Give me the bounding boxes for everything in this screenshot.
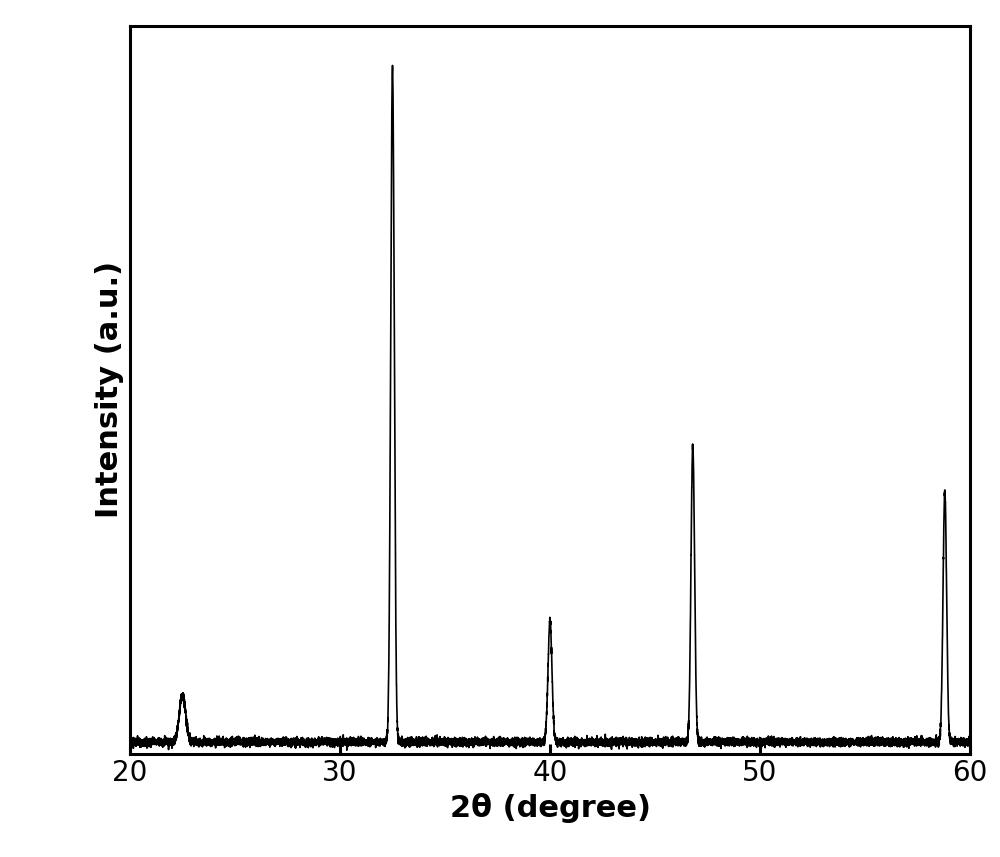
X-axis label: 2θ (degree): 2θ (degree) bbox=[450, 793, 650, 823]
Y-axis label: Intensity (a.u.): Intensity (a.u.) bbox=[95, 261, 124, 518]
